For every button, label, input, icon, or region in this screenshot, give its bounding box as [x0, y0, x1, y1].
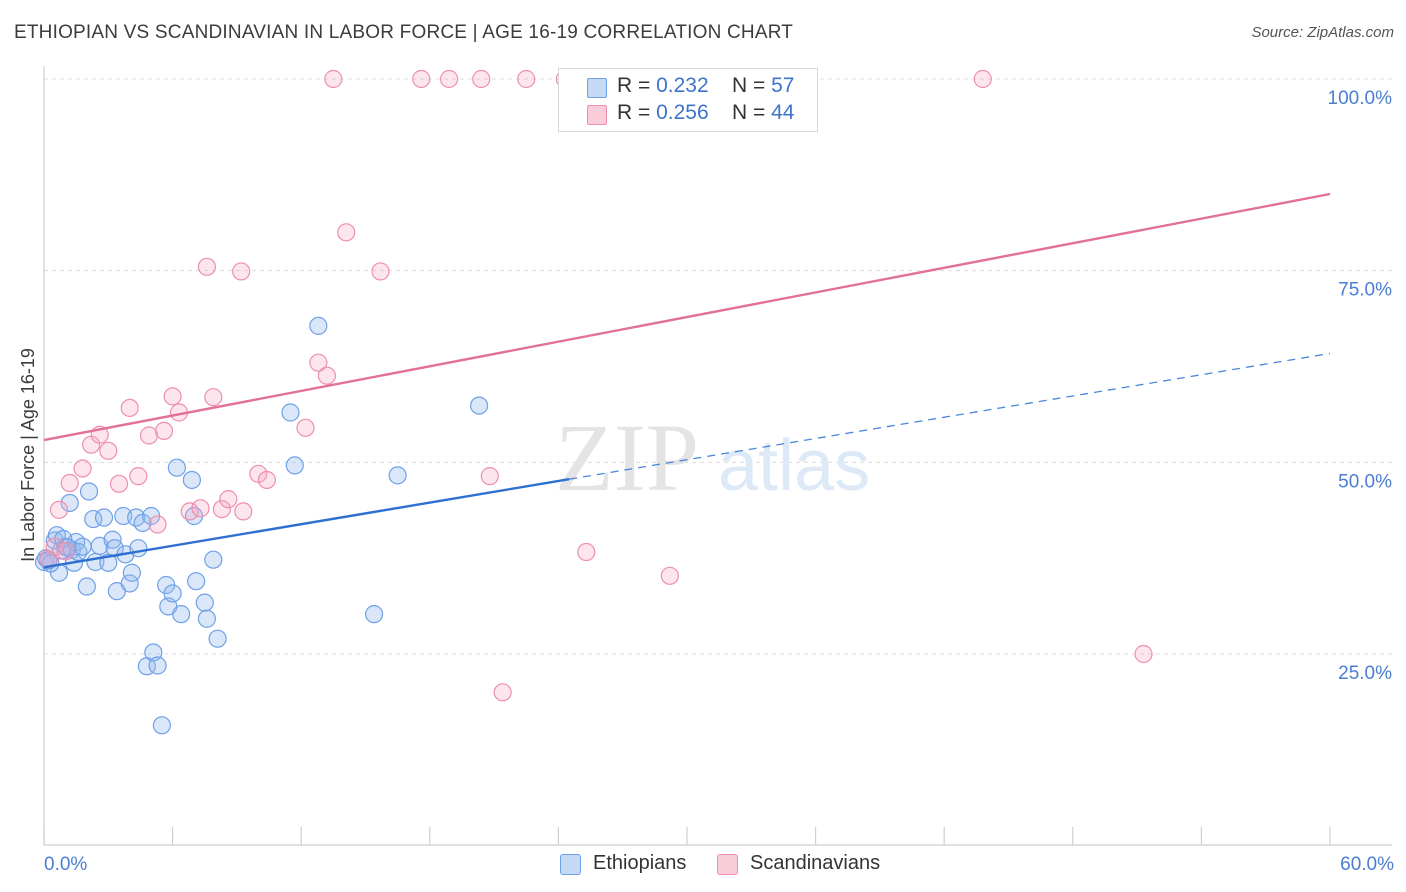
point-scandinavians: [204, 388, 223, 407]
source-credit: Source: ZipAtlas.com: [1251, 24, 1394, 41]
point-ethiopians: [148, 656, 167, 675]
x-tick-label-min: 0.0%: [44, 854, 87, 875]
point-scandinavians: [232, 262, 251, 281]
point-scandinavians: [148, 515, 167, 534]
legend-n-value-scandinavians: 44: [771, 101, 795, 124]
point-scandinavians: [99, 441, 118, 460]
point-ethiopians: [197, 609, 216, 628]
point-scandinavians: [439, 69, 459, 89]
y-axis-label: In Labor Force | Age 16-19: [18, 348, 38, 562]
point-scandinavians: [180, 502, 199, 521]
point-ethiopians: [120, 574, 139, 593]
point-scandinavians: [73, 459, 92, 478]
point-scandinavians: [973, 69, 992, 89]
point-scandinavians: [296, 418, 315, 437]
point-scandinavians: [1134, 644, 1153, 664]
trend-lines: [43, 192, 1331, 569]
trendline-ethiopians-extrapolated: [569, 352, 1331, 480]
point-ethiopians: [163, 584, 182, 603]
legend-n-label: N =: [732, 101, 772, 124]
point-scandinavians: [257, 470, 277, 490]
point-scandinavians: [139, 426, 159, 445]
point-ethiopians: [172, 605, 191, 624]
point-scandinavians: [60, 473, 79, 493]
stats-legend: R = 0.232 N = 57 R = 0.256 N = 44: [558, 68, 818, 132]
point-ethiopians: [129, 539, 148, 558]
data-points: [34, 69, 1153, 735]
legend-r-value-ethiopians: 0.232: [656, 74, 709, 97]
legend-r-label: R =: [617, 101, 657, 124]
bottom-legend-label-scandinavians: Scandinavians: [750, 852, 881, 874]
watermark-atlas: atlas: [718, 426, 870, 506]
point-scandinavians: [120, 398, 139, 417]
point-ethiopians: [364, 605, 384, 624]
point-scandinavians: [191, 499, 210, 518]
point-scandinavians: [660, 566, 679, 585]
point-ethiopians: [285, 456, 304, 475]
point-ethiopians: [79, 482, 99, 501]
point-scandinavians: [129, 467, 148, 486]
bottom-legend-label-ethiopians: Ethiopians: [593, 852, 687, 874]
trendline-ethiopians: [43, 478, 570, 569]
legend-n-value-ethiopians: 57: [771, 74, 795, 97]
legend-r-value-scandinavians: 0.256: [656, 101, 709, 124]
point-scandinavians: [324, 69, 343, 89]
tick-labels: 25.0% 50.0% 75.0% 100.0% 0.0% 60.0%: [44, 88, 1394, 875]
point-ethiopians: [60, 493, 79, 513]
point-scandinavians: [56, 542, 75, 561]
point-ethiopians: [208, 629, 227, 648]
point-scandinavians: [517, 69, 536, 89]
point-ethiopians: [77, 577, 96, 596]
point-scandinavians: [109, 474, 129, 493]
y-tick-label: 75.0%: [1338, 280, 1392, 301]
point-ethiopians: [281, 403, 300, 422]
legend-swatch-scandinavians: [587, 105, 607, 125]
point-scandinavians: [45, 537, 64, 556]
point-ethiopians: [122, 563, 141, 582]
point-ethiopians: [167, 458, 186, 477]
point-ethiopians: [195, 593, 214, 612]
point-scandinavians: [163, 387, 182, 406]
point-scandinavians: [197, 257, 216, 276]
point-scandinavians: [317, 366, 337, 385]
y-tick-label: 50.0%: [1338, 471, 1392, 492]
legend-swatch-ethiopians: [587, 78, 607, 98]
point-scandinavians: [219, 490, 238, 509]
axes: [43, 66, 1392, 846]
point-ethiopians: [309, 316, 328, 335]
point-scandinavians: [309, 353, 328, 372]
point-scandinavians: [472, 69, 491, 89]
point-scandinavians: [212, 500, 231, 519]
point-ethiopians: [388, 466, 407, 485]
grid-lines: [44, 78, 1392, 655]
point-scandinavians: [480, 467, 499, 486]
x-tick-label-max: 60.0%: [1340, 854, 1394, 875]
point-scandinavians: [371, 262, 390, 281]
point-scandinavians: [412, 69, 431, 89]
point-ethiopians: [182, 470, 201, 490]
chart-title: ETHIOPIAN VS SCANDINAVIAN IN LABOR FORCE…: [14, 22, 794, 43]
point-scandinavians: [49, 500, 69, 519]
point-ethiopians: [204, 550, 223, 569]
legend-n-label: N =: [732, 74, 772, 97]
point-scandinavians: [337, 223, 356, 242]
point-ethiopians: [469, 396, 489, 415]
trendline-scandinavians: [43, 192, 1331, 442]
point-ethiopians: [187, 572, 206, 591]
bottom-legend-swatch-scandinavians: [717, 854, 738, 875]
watermark-zip: ZIP: [555, 404, 699, 511]
point-scandinavians: [493, 683, 512, 702]
y-tick-label: 100.0%: [1328, 88, 1393, 109]
y-tick-label: 25.0%: [1338, 663, 1392, 684]
point-scandinavians: [154, 421, 174, 440]
point-scandinavians: [234, 502, 253, 521]
legend-r-label: R =: [617, 74, 657, 97]
bottom-legend-swatch-ethiopians: [560, 854, 581, 875]
point-scandinavians: [577, 542, 596, 562]
watermark: ZIP atlas: [555, 404, 870, 511]
point-ethiopians: [152, 716, 171, 735]
point-ethiopians: [94, 508, 114, 527]
